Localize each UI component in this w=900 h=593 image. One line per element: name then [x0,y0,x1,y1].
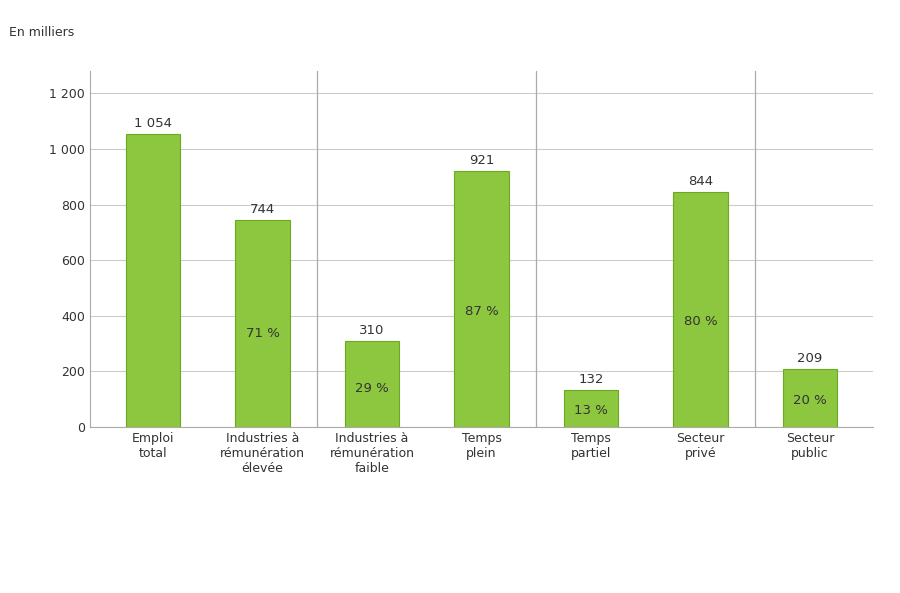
Text: 29 %: 29 % [356,382,389,395]
Bar [673,192,728,427]
Text: 1 054: 1 054 [134,117,172,130]
Text: 844: 844 [688,175,713,188]
Text: 744: 744 [250,203,275,216]
Bar [563,390,618,427]
Bar [345,341,400,427]
Bar [235,220,290,427]
Text: 310: 310 [359,324,384,337]
Text: 13 %: 13 % [574,404,608,417]
Text: 80 %: 80 % [684,315,717,328]
Text: En milliers: En milliers [9,25,74,39]
Bar [126,134,180,427]
Text: 71 %: 71 % [246,327,279,340]
Bar [454,171,508,427]
Text: 209: 209 [797,352,823,365]
Text: 87 %: 87 % [464,305,499,318]
Bar [783,369,837,427]
Text: 132: 132 [579,373,604,386]
Text: 20 %: 20 % [793,394,827,407]
Text: 921: 921 [469,154,494,167]
